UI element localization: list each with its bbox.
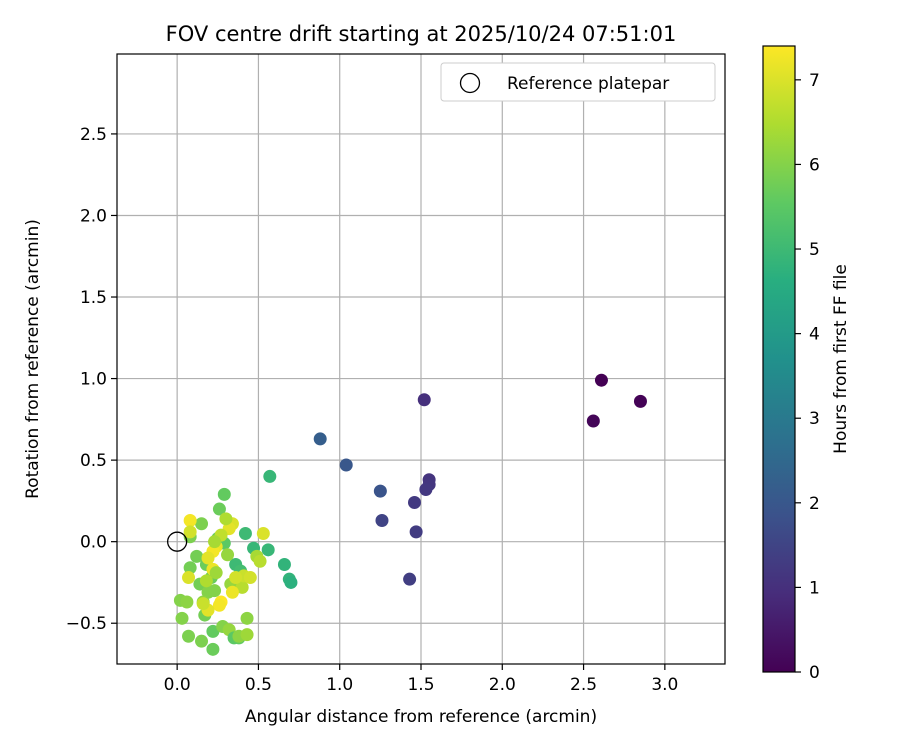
data-point — [199, 574, 213, 588]
y-tick-label: −0.5 — [66, 614, 107, 634]
colorbar-tick-label: 0 — [809, 663, 820, 683]
grid-lines — [117, 54, 725, 664]
legend-reference-marker — [459, 72, 481, 94]
x-tick-label: 0.0 — [164, 675, 191, 695]
data-point — [180, 595, 194, 609]
y-tick-label: 2.5 — [80, 125, 107, 145]
data-point — [238, 527, 252, 541]
data-point — [240, 628, 254, 642]
x-tick-label: 2.0 — [489, 675, 516, 695]
data-point — [253, 554, 267, 568]
data-point — [403, 572, 417, 586]
data-point — [243, 571, 257, 585]
y-axis-ticks: −0.5 0.0 0.5 1.0 1.5 2.0 2.5 — [66, 125, 117, 634]
legend-label: Reference platepar — [507, 74, 669, 94]
data-point — [183, 525, 197, 539]
colorbar-tick-label: 6 — [809, 155, 820, 175]
data-point — [182, 571, 196, 585]
data-point — [208, 584, 222, 598]
chart-title: FOV centre drift starting at 2025/10/24 … — [166, 22, 677, 46]
legend: Reference platepar — [440, 62, 716, 102]
data-point — [217, 487, 231, 501]
data-point — [229, 571, 243, 585]
colorbar-tick-label: 4 — [809, 325, 820, 345]
data-point — [256, 527, 270, 541]
data-point — [284, 575, 298, 589]
data-point — [212, 598, 226, 612]
x-tick-label: 2.5 — [570, 675, 597, 695]
x-tick-label: 1.0 — [326, 675, 353, 695]
colorbar-tick-label: 3 — [809, 409, 820, 429]
x-tick-label: 1.5 — [407, 675, 434, 695]
data-point — [261, 543, 275, 557]
data-point — [219, 512, 233, 526]
data-point — [221, 548, 235, 562]
data-point — [375, 513, 389, 527]
x-tick-label: 3.0 — [651, 675, 678, 695]
data-point — [209, 566, 223, 580]
y-tick-label: 0.5 — [80, 451, 107, 471]
data-point — [419, 482, 433, 496]
data-point — [339, 458, 353, 472]
y-axis-label: Rotation from reference (arcmin) — [23, 219, 43, 499]
data-point — [594, 373, 608, 387]
data-point — [409, 525, 423, 539]
x-axis-label: Angular distance from reference (arcmin) — [245, 707, 597, 727]
data-point — [240, 611, 254, 625]
y-tick-label: 1.0 — [80, 370, 107, 390]
reference-marker — [166, 531, 188, 552]
data-point — [183, 513, 197, 527]
data-point — [417, 393, 431, 407]
colorbar: 0 1 2 3 4 5 6 7 Hours from first FF file — [762, 45, 851, 683]
colorbar-gradient — [762, 45, 796, 673]
data-point — [182, 629, 196, 643]
data-point — [206, 624, 220, 638]
data-point — [208, 535, 222, 549]
data-point — [190, 549, 204, 563]
data-point — [235, 580, 249, 594]
x-tick-label: 0.5 — [245, 675, 272, 695]
data-points — [173, 373, 647, 656]
colorbar-tick-label: 1 — [809, 578, 820, 598]
data-point — [277, 558, 291, 572]
reference-platepar-marker — [166, 531, 188, 552]
data-point — [373, 484, 387, 498]
colorbar-ticks: 0 1 2 3 4 5 6 7 — [795, 71, 820, 683]
colorbar-label: Hours from first FF file — [831, 264, 851, 454]
data-point — [633, 394, 647, 408]
data-point — [195, 517, 209, 531]
data-point — [175, 611, 189, 625]
data-point — [586, 414, 600, 428]
data-point — [212, 502, 226, 516]
colorbar-tick-label: 5 — [809, 240, 820, 260]
y-tick-label: 1.5 — [80, 288, 107, 308]
x-axis-ticks: 0.0 0.5 1.0 1.5 2.0 2.5 3.0 — [164, 664, 678, 695]
colorbar-tick-label: 7 — [809, 71, 820, 91]
y-tick-label: 2.0 — [80, 206, 107, 226]
data-point — [206, 642, 220, 656]
data-point — [183, 561, 197, 575]
data-point — [225, 585, 239, 599]
data-point — [201, 551, 215, 565]
data-point — [407, 496, 421, 510]
data-point — [313, 432, 327, 446]
y-tick-label: 0.0 — [80, 533, 107, 553]
data-point — [196, 597, 210, 611]
data-point — [263, 469, 277, 483]
colorbar-tick-label: 2 — [809, 494, 820, 514]
legend-box — [440, 62, 716, 102]
data-point — [195, 634, 209, 648]
